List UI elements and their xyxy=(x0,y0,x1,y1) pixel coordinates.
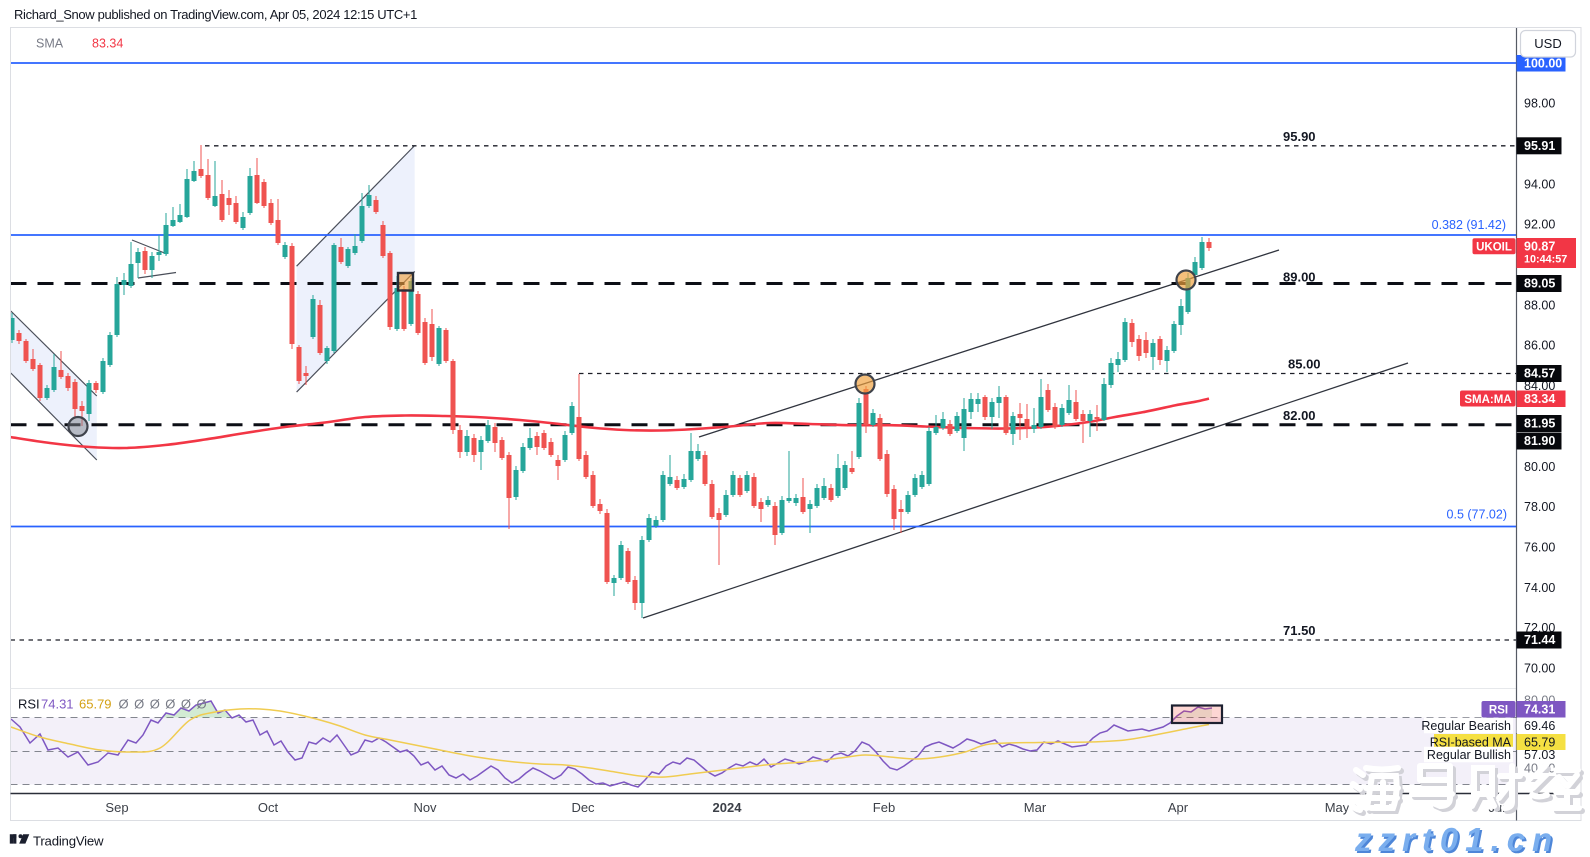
svg-text:83.34: 83.34 xyxy=(92,37,123,51)
svg-text:Regular Bearish: Regular Bearish xyxy=(1421,719,1511,733)
svg-text:SMA: SMA xyxy=(36,37,64,51)
svg-text:57.03: 57.03 xyxy=(1524,748,1555,762)
svg-text:USD: USD xyxy=(1534,36,1561,51)
svg-text:70.00: 70.00 xyxy=(1524,662,1555,676)
svg-text:Dec: Dec xyxy=(571,800,595,815)
svg-text:71.44: 71.44 xyxy=(1524,633,1555,647)
svg-text:Regular Bullish: Regular Bullish xyxy=(1427,748,1511,762)
svg-text:Ø: Ø xyxy=(197,697,207,712)
svg-text:Apr: Apr xyxy=(1168,800,1189,815)
svg-text:zzrt01.cn: zzrt01.cn xyxy=(1354,821,1559,857)
svg-text:Feb: Feb xyxy=(873,800,895,815)
svg-text:98.00: 98.00 xyxy=(1524,97,1555,111)
svg-text:83.34: 83.34 xyxy=(1524,392,1555,406)
svg-text:Sep: Sep xyxy=(105,800,128,815)
svg-text:95.90: 95.90 xyxy=(1283,129,1316,144)
svg-text:85.00: 85.00 xyxy=(1288,357,1321,372)
svg-text:95.91: 95.91 xyxy=(1524,139,1555,153)
svg-text:Ø: Ø xyxy=(181,697,191,712)
svg-text:Richard_Snow published on Trad: Richard_Snow published on TradingView.co… xyxy=(14,7,417,22)
svg-text:0.382 (91.42): 0.382 (91.42) xyxy=(1432,218,1506,232)
svg-text:Ø: Ø xyxy=(150,697,160,712)
svg-text:81.90: 81.90 xyxy=(1524,434,1555,448)
svg-text:84.57: 84.57 xyxy=(1524,367,1555,381)
svg-text:74.31: 74.31 xyxy=(41,697,74,712)
svg-text:86.00: 86.00 xyxy=(1524,339,1555,353)
svg-text:SMA:MA: SMA:MA xyxy=(1464,394,1511,406)
svg-text:Oct: Oct xyxy=(258,800,279,815)
svg-text:65.79: 65.79 xyxy=(79,697,112,712)
svg-text:82.00: 82.00 xyxy=(1283,408,1316,423)
svg-text:94.00: 94.00 xyxy=(1524,177,1555,191)
svg-text:Ø: Ø xyxy=(165,697,175,712)
svg-text:76.00: 76.00 xyxy=(1524,541,1555,555)
svg-text:81.95: 81.95 xyxy=(1524,417,1555,431)
svg-text:78.00: 78.00 xyxy=(1524,500,1555,514)
svg-text:RSI-based MA: RSI-based MA xyxy=(1430,736,1512,750)
svg-text:90.87: 90.87 xyxy=(1524,240,1555,254)
svg-text:92.00: 92.00 xyxy=(1524,218,1555,232)
svg-text:RSI: RSI xyxy=(18,697,40,712)
svg-text:zzrt01.cn: zzrt01.cn xyxy=(1356,823,1561,857)
svg-text:Ø: Ø xyxy=(119,697,129,712)
svg-text:80.00: 80.00 xyxy=(1524,460,1555,474)
svg-text:100.00: 100.00 xyxy=(1524,56,1562,70)
svg-text:UKOIL: UKOIL xyxy=(1476,242,1512,254)
svg-text:89.05: 89.05 xyxy=(1524,277,1555,291)
svg-text:Ø: Ø xyxy=(134,697,144,712)
svg-text:74.31: 74.31 xyxy=(1524,703,1555,717)
svg-text:84.00: 84.00 xyxy=(1524,379,1555,393)
svg-text:TradingView: TradingView xyxy=(33,833,104,848)
svg-text:2024: 2024 xyxy=(713,800,743,815)
svg-text:65.79: 65.79 xyxy=(1524,736,1555,750)
svg-text:0.5 (77.02): 0.5 (77.02) xyxy=(1447,508,1507,522)
svg-text:Nov: Nov xyxy=(413,800,437,815)
svg-text:May: May xyxy=(1325,800,1350,815)
svg-text:10:44:57: 10:44:57 xyxy=(1524,254,1567,266)
svg-text:69.46: 69.46 xyxy=(1524,719,1555,733)
svg-text:Mar: Mar xyxy=(1024,800,1047,815)
svg-text:88.00: 88.00 xyxy=(1524,298,1555,312)
svg-text:RSI: RSI xyxy=(1489,704,1508,716)
svg-text:74.00: 74.00 xyxy=(1524,581,1555,595)
svg-text:71.50: 71.50 xyxy=(1283,623,1316,638)
svg-text:89.00: 89.00 xyxy=(1283,270,1316,285)
